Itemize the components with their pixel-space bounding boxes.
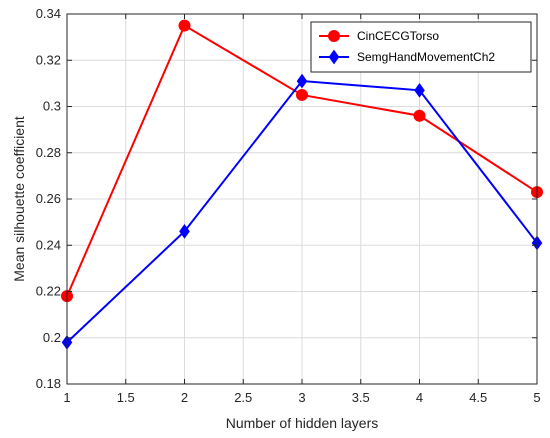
x-tick-label: 3.5 [352, 390, 370, 405]
y-tick-label: 0.22 [36, 284, 61, 299]
x-tick-label: 2.5 [234, 390, 252, 405]
legend-label-1: SemgHandMovementCh2 [357, 50, 495, 64]
y-tick-label: 0.18 [36, 376, 61, 391]
data-point-1-2 [296, 73, 308, 89]
y-axis-label: Mean silhouette coefficient [11, 116, 27, 282]
x-tick-label: 5 [533, 390, 540, 405]
legend: CinCECGTorso SemgHandMovementCh2 [310, 21, 532, 73]
legend-box [310, 21, 532, 73]
data-point-0-3 [413, 109, 426, 122]
y-tick-label: 0.28 [36, 145, 61, 160]
x-tick-label: 1.5 [117, 390, 135, 405]
axis-ticks: 1 1.5 2 2.5 3 3.5 4 4.5 5 0.18 0.2 0.22 0.24 0.26 0.28… [36, 6, 541, 405]
x-tick-label: 2 [181, 390, 188, 405]
data-point-1-1 [179, 224, 190, 239]
x-axis-label: Number of hidden layers [226, 415, 379, 431]
y-tick-label: 0.34 [36, 6, 61, 21]
x-tick-label: 4.5 [469, 390, 487, 405]
legend-marker-0 [328, 30, 340, 42]
y-tick-label: 0.24 [36, 237, 61, 252]
x-tick-label: 4 [416, 390, 423, 405]
y-tick-label: 0.26 [36, 191, 61, 206]
y-tick-label: 0.32 [36, 52, 61, 67]
y-tick-label: 0.3 [43, 99, 61, 114]
x-tick-label: 3 [298, 390, 305, 405]
y-tick-label: 0.2 [43, 330, 61, 345]
series-layer [61, 19, 543, 350]
data-point-0-1 [178, 19, 191, 32]
x-tick-label: 1 [63, 390, 70, 405]
data-point-0-2 [296, 88, 308, 101]
legend-label-0: CinCECGTorso [357, 29, 439, 43]
data-point-1-3 [414, 82, 425, 98]
legend-marker-1 [328, 49, 340, 65]
